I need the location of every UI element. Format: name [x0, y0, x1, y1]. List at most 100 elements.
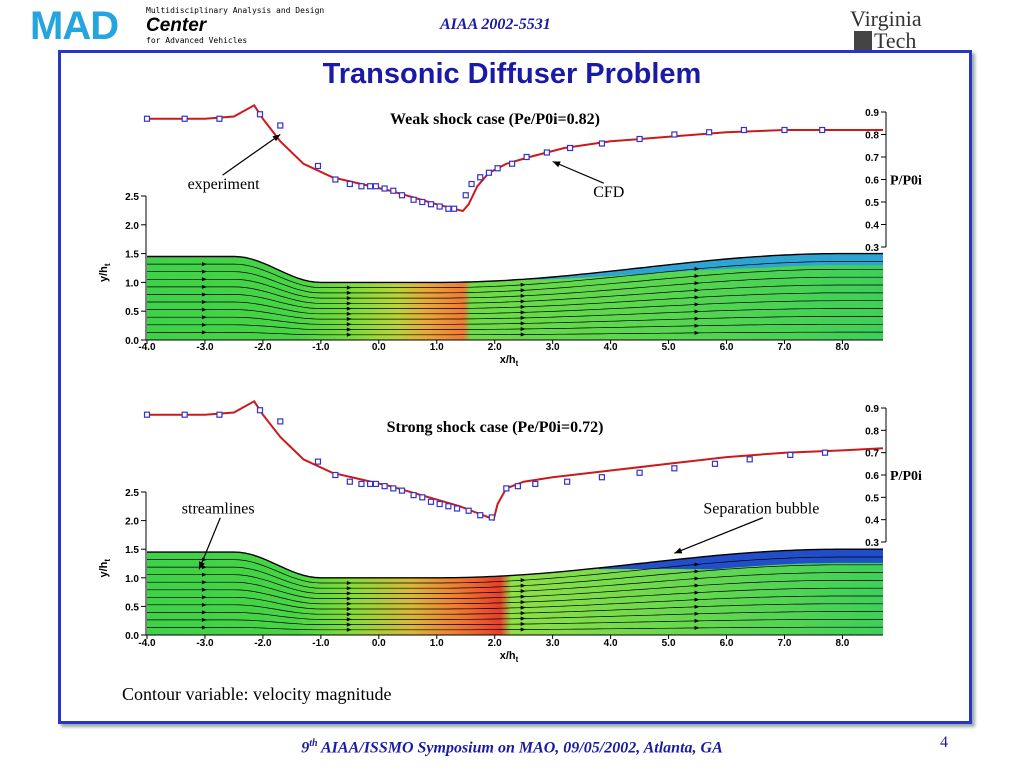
- streamline-arrow: [346, 581, 352, 585]
- experiment-point: [256, 111, 264, 118]
- y2-tick-label: 0.6: [865, 471, 879, 482]
- experiment-point: [494, 165, 501, 172]
- experiment-point: [453, 505, 461, 512]
- streamline: [147, 323, 883, 330]
- streamline-arrow: [201, 322, 207, 327]
- annotation-label: streamlines: [182, 501, 255, 518]
- experiment-point: [477, 512, 484, 519]
- mad-logo: MAD: [30, 6, 142, 46]
- annotation-label: experiment: [188, 176, 261, 193]
- boundary-layer-region: [529, 253, 883, 280]
- y2-axis-label: P/P0i: [890, 469, 922, 484]
- streamline-arrow: [346, 306, 352, 311]
- vt-bottom-text: Tech: [874, 28, 917, 53]
- experiment-point: [277, 418, 284, 425]
- streamline-arrow: [694, 288, 700, 293]
- x-axis-label: x/ht: [500, 650, 519, 664]
- experiment-point: [787, 451, 794, 458]
- experiment-point: [819, 126, 826, 134]
- y-tick-label: 0.0: [125, 336, 139, 347]
- streamline: [147, 292, 883, 309]
- x-tick-label: 0.0: [372, 638, 386, 649]
- streamline-arrow: [694, 562, 700, 567]
- x-tick-label: 0.0: [372, 342, 386, 353]
- x-tick-label: 4.0: [604, 342, 618, 353]
- streamline-arrow: [694, 618, 700, 623]
- streamline: [147, 556, 883, 584]
- experiment-point: [181, 411, 188, 418]
- experiment-point: [358, 480, 365, 488]
- streamline-arrow: [520, 293, 526, 298]
- streamline-arrow: [201, 587, 207, 592]
- y-tick-label: 1.0: [125, 574, 139, 585]
- y2-tick-label: 0.5: [865, 198, 879, 209]
- streamline: [147, 580, 883, 599]
- streamline: [147, 276, 883, 299]
- vt-tower-icon: [854, 31, 872, 51]
- streamline-arrow: [201, 284, 207, 289]
- x-tick-label: 7.0: [778, 638, 792, 649]
- streamline-arrow: [520, 589, 526, 594]
- experiment-point: [367, 183, 374, 190]
- experiment-point: [419, 494, 426, 501]
- x-tick-label: 1.0: [430, 638, 444, 649]
- streamline-arrow: [520, 332, 526, 337]
- annotation-arrowhead: [674, 547, 683, 554]
- annotation-arrow: [198, 517, 221, 570]
- streamline-arrow: [520, 627, 526, 632]
- experiment-point: [671, 131, 678, 138]
- experiment-point: [711, 460, 719, 467]
- streamline-arrow: [694, 576, 700, 581]
- x-tick-label: -1.0: [312, 638, 330, 649]
- mad-center-text: Center: [146, 15, 207, 36]
- streamline: [147, 572, 883, 594]
- experiment-point: [372, 480, 380, 488]
- experiment-point: [410, 492, 417, 499]
- y-tick-label: 2.0: [125, 517, 139, 528]
- y-axis-label-subscript: t: [103, 263, 112, 266]
- streamline-arrow: [201, 595, 207, 600]
- streamline-arrow: [346, 612, 352, 617]
- experiment-point: [543, 149, 550, 156]
- experiment-point: [523, 153, 530, 161]
- streamline-arrow: [201, 617, 207, 622]
- streamline-arrow: [694, 604, 700, 609]
- x-tick-label: 6.0: [720, 638, 734, 649]
- streamline: [147, 603, 883, 615]
- streamline: [147, 626, 883, 631]
- experiment-point: [746, 456, 753, 463]
- x-tick-label: 2.0: [488, 342, 502, 353]
- experiment-point: [514, 483, 521, 490]
- streamline-arrow: [694, 569, 700, 574]
- streamline: [147, 619, 883, 625]
- x-tick-label: -3.0: [196, 342, 214, 353]
- streamline-arrow: [694, 309, 700, 314]
- streamline-arrow: [520, 600, 526, 605]
- experiment-point: [636, 469, 643, 476]
- y2-tick-label: 0.7: [865, 449, 879, 460]
- experiment-point: [598, 140, 606, 147]
- x-tick-label: 1.0: [430, 342, 444, 353]
- experiment-point: [488, 514, 495, 521]
- experiment-point: [636, 135, 643, 143]
- streamline-arrow: [520, 299, 526, 304]
- footer-citation: 9th AIAA/ISSMO Symposium on MAO, 09/05/2…: [0, 738, 1024, 757]
- y-tick-label: 2.5: [125, 192, 139, 203]
- streamline: [147, 595, 883, 610]
- x-tick-label: 5.0: [662, 638, 676, 649]
- annotation-arrowhead: [199, 561, 205, 570]
- y2-tick-label: 0.4: [865, 221, 879, 232]
- series-cfd-line: [147, 103, 883, 213]
- experiment-point: [462, 192, 469, 199]
- streamline-arrow: [346, 591, 352, 596]
- streamline-arrow: [201, 625, 207, 630]
- x-tick-label: 2.0: [488, 638, 502, 649]
- diffuser-wall: [147, 548, 883, 579]
- streamline-arrow: [201, 292, 207, 297]
- streamline-arrow: [201, 330, 207, 335]
- streamline-arrow: [520, 326, 526, 331]
- streamline-arrow: [520, 282, 526, 287]
- streamline-arrow: [520, 622, 526, 627]
- experiment-point: [445, 205, 452, 212]
